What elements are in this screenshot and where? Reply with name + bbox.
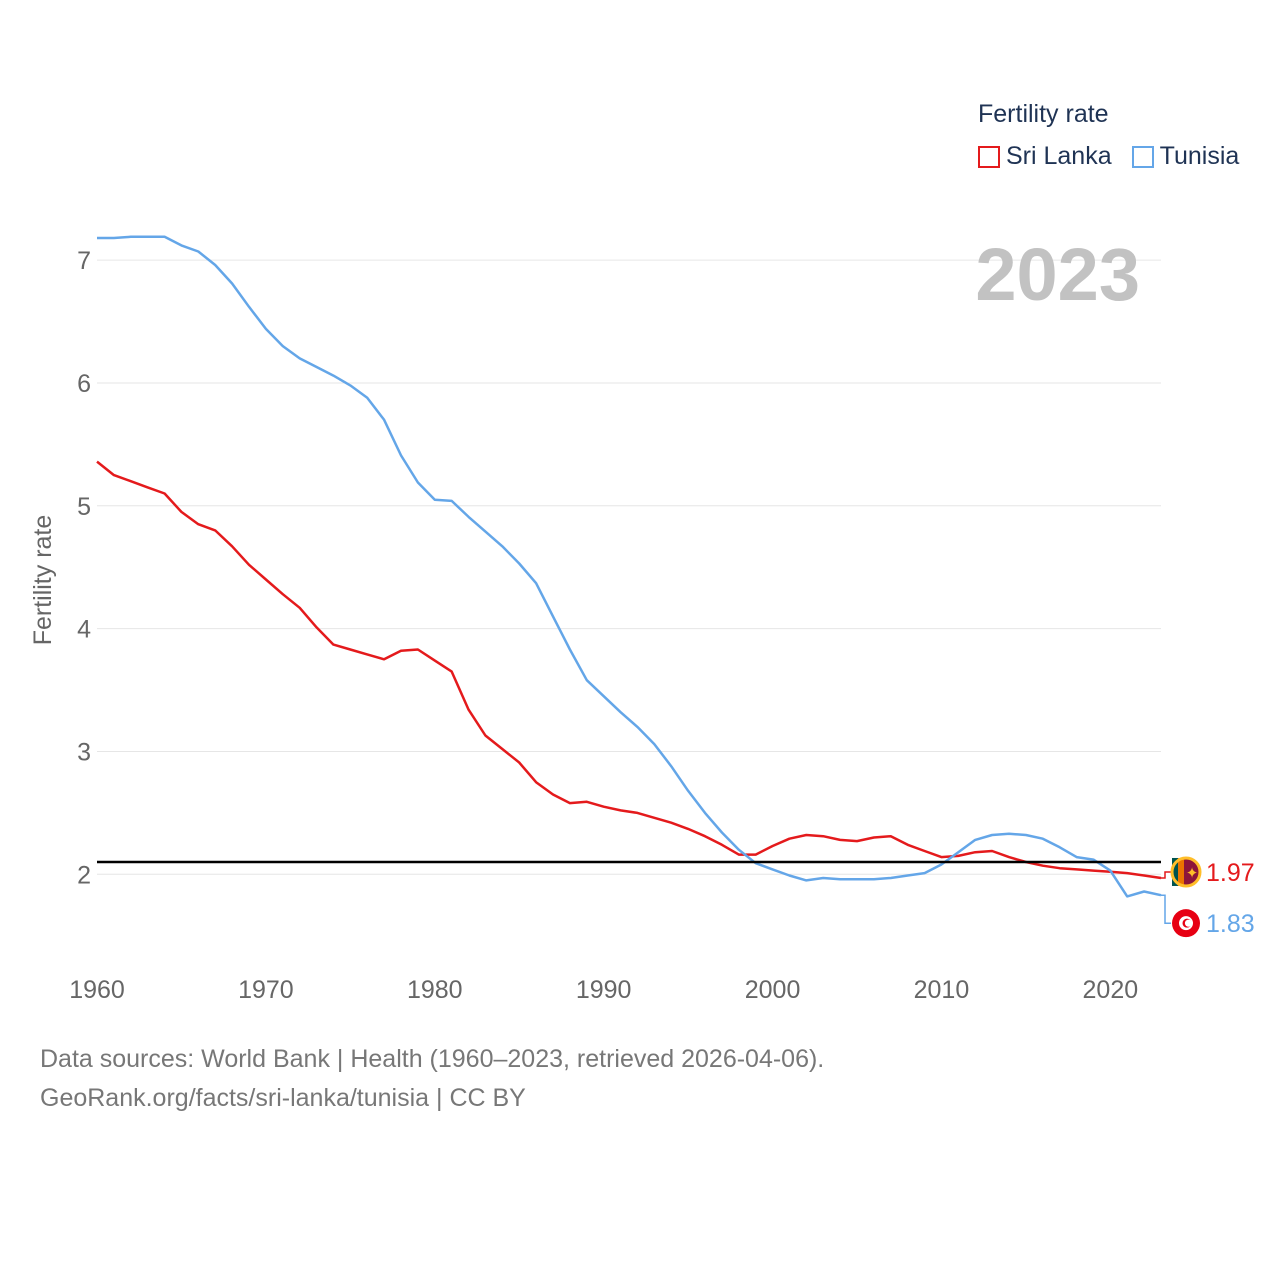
- y-tick-label: 3: [77, 738, 91, 766]
- x-tick-label: 1990: [576, 976, 632, 1004]
- x-tick-label: 1980: [407, 976, 463, 1004]
- y-tick-label: 4: [77, 616, 91, 644]
- y-tick-label: 7: [77, 247, 91, 275]
- y-tick-label: 6: [77, 370, 91, 398]
- x-tick-label: 2010: [914, 976, 970, 1004]
- x-tick-label: 1970: [238, 976, 294, 1004]
- legend-swatch-sri-lanka: [978, 145, 1000, 168]
- y-axis-ticks: 2 3 4 5 6 7: [77, 247, 91, 889]
- year-label: 2023: [975, 233, 1140, 316]
- end-connector-tunisia: [1161, 894, 1171, 924]
- legend-label-sri-lanka: Sri Lanka: [1006, 142, 1112, 170]
- series-line-sri-lanka[interactable]: [96, 460, 1162, 880]
- source-line-2: GeoRank.org/facts/sri-lanka/tunisia | CC…: [40, 1084, 526, 1112]
- flag-icon-tunisia: [1172, 909, 1200, 938]
- legend-title: Fertility rate: [978, 100, 1109, 128]
- legend-item-tunisia[interactable]: Tunisia: [1131, 142, 1240, 171]
- x-tick-label: 2000: [745, 976, 801, 1004]
- y-tick-label: 2: [77, 861, 91, 889]
- x-tick-label: 1960: [69, 976, 125, 1004]
- gridlines: [97, 259, 1161, 875]
- svg-text:✦: ✦: [1186, 864, 1199, 882]
- series-lines: [96, 235, 1162, 898]
- y-axis-label: Fertility rate: [29, 515, 57, 646]
- legend-label-tunisia: Tunisia: [1159, 142, 1240, 170]
- x-tick-label: 2020: [1083, 976, 1139, 1004]
- legend-item-sri-lanka[interactable]: Sri Lanka: [978, 142, 1112, 171]
- legend-swatch-tunisia: [1131, 145, 1154, 168]
- y-tick-label: 5: [77, 493, 91, 521]
- end-markers: ✦ 1.97 1.83: [1161, 856, 1255, 938]
- source-line-1: Data sources: World Bank | Health (1960–…: [40, 1045, 825, 1073]
- end-connector-sri-lanka: [1161, 871, 1171, 879]
- series-line-tunisia[interactable]: [97, 235, 1162, 898]
- end-value-label-tunisia: 1.83: [1206, 910, 1255, 938]
- flag-icon-sri-lanka: ✦: [1170, 856, 1202, 888]
- end-value-label-sri-lanka: 1.97: [1206, 859, 1255, 887]
- x-axis-ticks: 1960 1970 1980 1990 2000 2010 2020: [69, 976, 1138, 1004]
- legend: Sri Lanka Tunisia: [978, 142, 1239, 171]
